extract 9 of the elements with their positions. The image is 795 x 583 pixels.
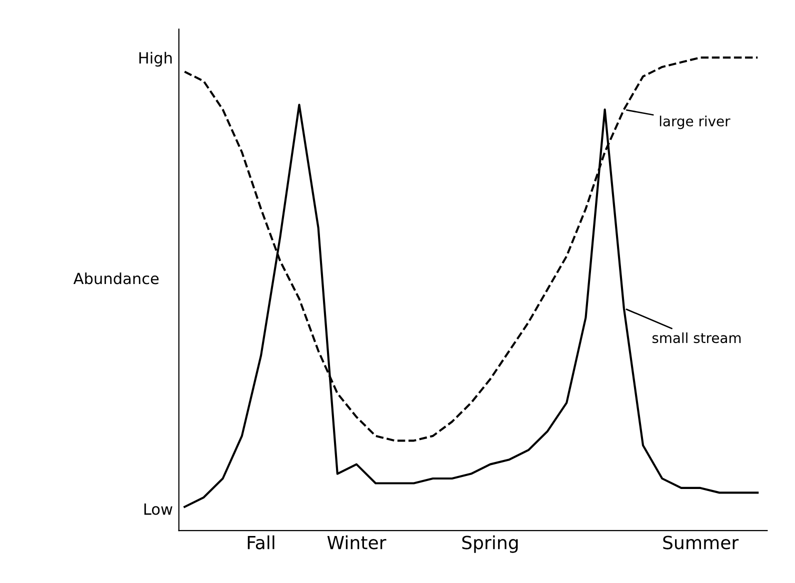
x-tick-label: Summer bbox=[663, 536, 739, 550]
text: High bbox=[139, 52, 172, 67]
x-tick-label: Spring bbox=[462, 535, 518, 553]
x-tick-label: Fall bbox=[248, 535, 274, 550]
y-axis-title: Abundance bbox=[73, 272, 159, 284]
text: large river bbox=[660, 116, 730, 130]
x-tick-label: Winter bbox=[327, 535, 386, 550]
text: Low bbox=[144, 504, 172, 515]
legend-label: small stream bbox=[652, 332, 741, 344]
